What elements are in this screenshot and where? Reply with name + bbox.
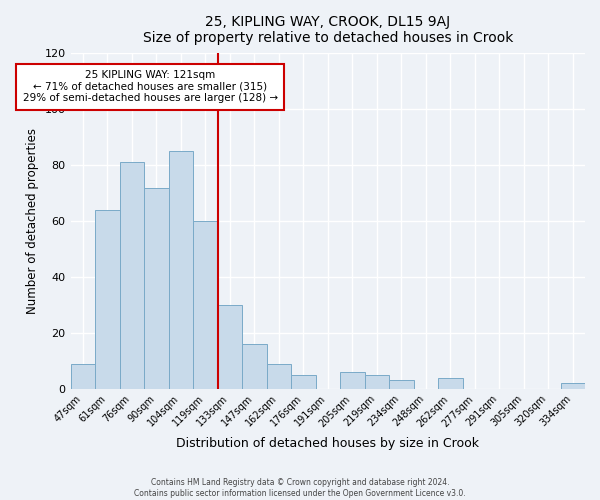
Bar [193,221,218,389]
X-axis label: Distribution of detached houses by size in Crook: Distribution of detached houses by size … [176,437,479,450]
Bar [218,305,242,389]
Title: 25, KIPLING WAY, CROOK, DL15 9AJ
Size of property relative to detached houses in: 25, KIPLING WAY, CROOK, DL15 9AJ Size of… [143,15,513,45]
Bar [438,378,463,389]
Bar [144,188,169,389]
Bar [389,380,413,389]
Bar [560,383,585,389]
Bar [291,375,316,389]
Bar [119,162,144,389]
Bar [169,151,193,389]
Bar [266,364,291,389]
Bar [340,372,365,389]
Bar [95,210,119,389]
Bar [71,364,95,389]
Text: Contains HM Land Registry data © Crown copyright and database right 2024.
Contai: Contains HM Land Registry data © Crown c… [134,478,466,498]
Y-axis label: Number of detached properties: Number of detached properties [26,128,39,314]
Bar [365,375,389,389]
Text: 25 KIPLING WAY: 121sqm
← 71% of detached houses are smaller (315)
29% of semi-de: 25 KIPLING WAY: 121sqm ← 71% of detached… [23,70,278,103]
Bar [242,344,266,389]
